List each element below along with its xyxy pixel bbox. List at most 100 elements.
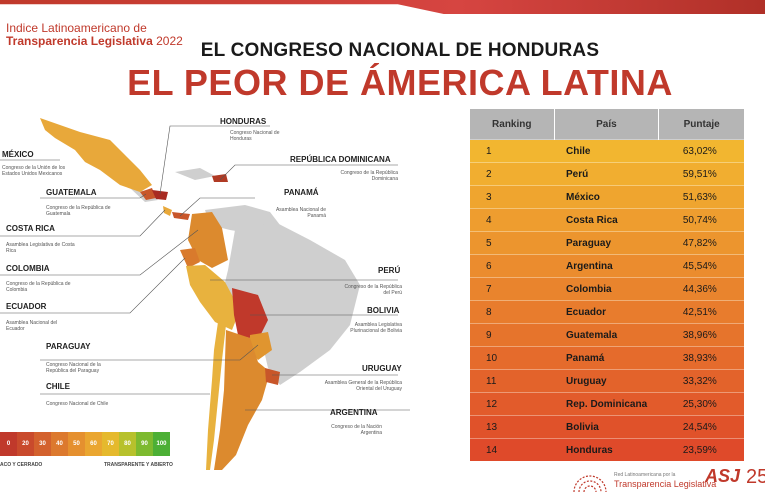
index-title-year: 2022 [156,34,183,48]
country-cell: Honduras [554,438,659,461]
rank-cell: 7 [470,277,555,301]
score-cell: 23,59% [658,438,744,461]
map-dominican-republic [212,174,228,182]
country-cell: Colombia [554,277,659,301]
asj-anniversary-number: 25 [746,466,765,488]
score-cell: 44,36% [658,277,744,301]
map-sub-bolivia: Asamblea Legislativa Plurinacional de Bo… [350,322,402,334]
col-header-puntaje: Puntaje [658,109,744,140]
map-label-guatemala: GUATEMALA [46,188,97,197]
scale-step: 30 [34,432,51,456]
map-peru [186,265,240,330]
country-cell: Chile [554,139,659,163]
ranking-table: Ranking País Puntaje 1 Chile 63,02% 2 Perú 59… [470,109,744,461]
map-sub-chile: Congreso Nacional de Chile [46,401,109,407]
map-panama [172,212,190,220]
index-title-line2: Transparencia Legislativa 2022 [6,35,183,48]
index-title-line1: Indice Latinoamericano de [6,21,147,35]
table-row: 6 Argentina 45,54% [470,254,744,278]
map-label-ecuador: ECUADOR [6,302,47,311]
ranking-table-header: Ranking País Puntaje [470,109,744,140]
logo-line1: Red Latinoamericana por la [614,472,676,478]
connector-rd [219,164,398,181]
scale-step: 50 [68,432,85,456]
score-cell: 63,02% [658,139,744,163]
map-sub-peru: Congreso de la República del Perú [344,284,402,296]
map-paraguay [250,332,272,360]
rank-cell: 6 [470,254,555,278]
table-row: 1 Chile 63,02% [470,139,744,163]
scale-step: 40 [51,432,68,456]
rank-cell: 12 [470,392,555,416]
map-svg [0,118,410,470]
rank-cell: 14 [470,438,555,461]
connector-colombia [0,229,199,276]
map-label-argentina: ARGENTINA [330,408,378,417]
map-label-costarica: COSTA RICA [6,224,55,233]
country-cell: Ecuador [554,300,659,324]
rank-cell: 8 [470,300,555,324]
map-sub-costarica: Asamblea Legislativa de Costa Rica [6,242,75,254]
map-honduras [152,190,168,200]
index-title-name: Transparencia Legislativa [6,34,153,48]
page-title: EL PEOR DE ÁMERICA LATINA [127,62,673,103]
country-cell: Guatemala [554,323,659,347]
page-subtitle: EL CONGRESO NACIONAL DE HONDURAS [200,40,600,61]
connector-costarica [0,209,166,237]
map-sub-paraguay: Congreso Nacional de la República del Pa… [46,362,101,374]
table-row: 4 Costa Rica 50,74% [470,208,744,232]
map-colombia [188,212,228,268]
map-mexico [40,118,152,192]
map-sub-argentina: Congreso de la Nación Argentina [331,424,382,436]
rank-cell: 13 [470,415,555,439]
asj-logo: ASJ [705,466,741,486]
score-cell: 38,96% [658,323,744,347]
country-cell: Paraguay [554,231,659,255]
score-cell: 42,51% [658,300,744,324]
scale-step: 20 [17,432,34,456]
table-row: 5 Paraguay 47,82% [470,231,744,255]
score-cell: 24,54% [658,415,744,439]
map-sub-mexico: Congreso de la Unión de los Estados Unid… [2,165,66,177]
rank-cell: 3 [470,185,555,209]
connector-honduras [159,125,270,195]
table-row: 11 Uruguay 33,32% [470,369,744,393]
score-cell: 45,54% [658,254,744,278]
table-row: 12 Rep. Dominicana 25,30% [470,392,744,416]
col-header-ranking: Ranking [470,109,555,140]
top-banner-bar [0,0,765,14]
scale-step: 70 [102,432,119,456]
map-costa-rica [163,206,172,216]
map-sub-colombia: Congreso de la República de Colombia [6,281,71,293]
map-chile [206,322,226,470]
table-row: 7 Colombia 44,36% [470,277,744,301]
table-row: 10 Panamá 38,93% [470,346,744,370]
country-cell: Perú [554,162,659,186]
map-label-bolivia: BOLIVIA [367,306,400,315]
connector-ecuador [0,257,186,314]
map-connector-lines [0,125,410,411]
connector-paraguay [40,344,259,361]
col-header-pais: País [554,109,660,140]
score-cell: 59,51% [658,162,744,186]
rank-cell: 2 [470,162,555,186]
scale-right-label: TRANSPARENTE Y ABIERTO [104,462,173,468]
table-row: 8 Ecuador 42,51% [470,300,744,324]
red-latinoamericana-logo: Red Latinoamericana por la Transparencia… [570,470,716,499]
map-sub-ecuador: Asamblea Nacional del Ecuador [6,320,58,332]
country-cell: México [554,185,659,209]
score-cell: 50,74% [658,208,744,232]
score-cell: 25,30% [658,392,744,416]
map-label-uruguay: URUGUAY [362,364,402,373]
connector-guatemala [40,193,147,199]
map-label-panama: PANAMÁ [284,188,319,197]
table-row: 9 Guatemala 38,96% [470,323,744,347]
map-cuba-region [175,168,215,180]
rank-cell: 5 [470,231,555,255]
map-label-peru: PERÚ [378,266,401,275]
map-sub-guatemala: Congreso de la República de Guatemala [46,205,111,217]
scale-step: 60 [85,432,102,456]
scale-step: 80 [119,432,136,456]
score-cell: 51,63% [658,185,744,209]
score-cell: 38,93% [658,346,744,370]
